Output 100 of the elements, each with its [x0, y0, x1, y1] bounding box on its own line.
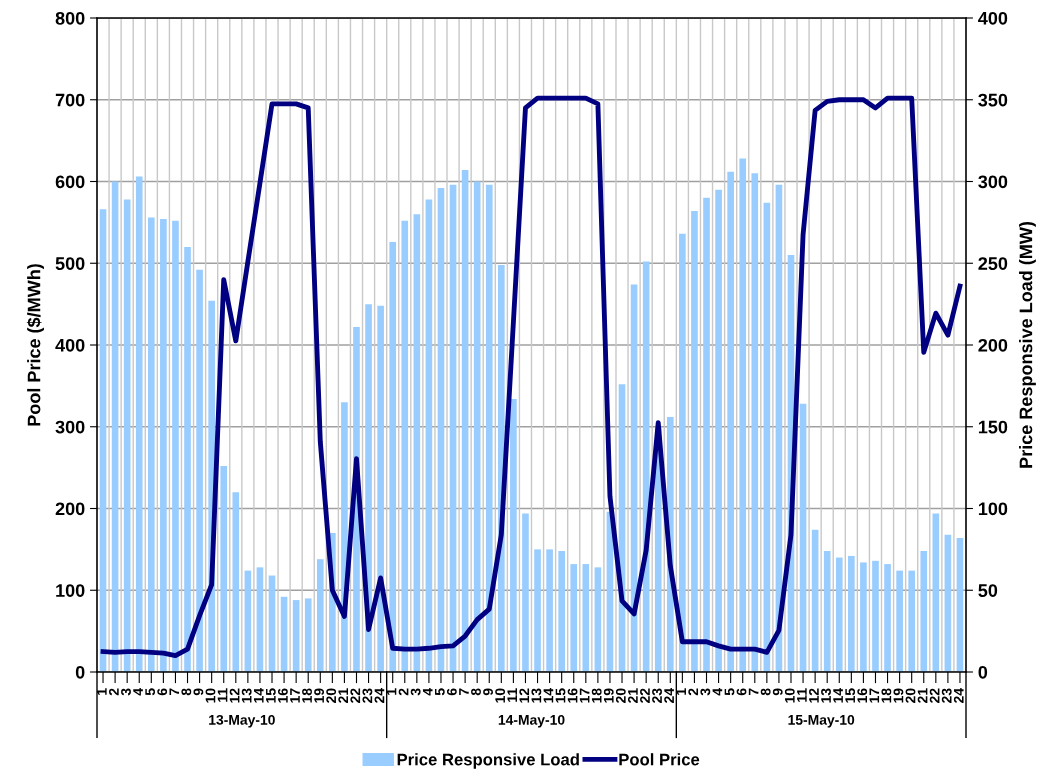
- bar: [522, 513, 529, 672]
- bar: [558, 551, 565, 672]
- x-tick-label: 22: [929, 688, 940, 703]
- bar: [570, 564, 578, 672]
- x-tick-label: 10: [784, 688, 795, 703]
- y2-tick-label: 400: [978, 11, 1008, 25]
- bar: [377, 305, 384, 672]
- y-tick-label: 700: [55, 93, 85, 107]
- line-series: [100, 95, 963, 659]
- x-tick-label: 24: [953, 688, 964, 703]
- x-tick-label: 2: [109, 688, 119, 696]
- x-tick-label: 11: [797, 688, 807, 702]
- bar: [884, 564, 891, 672]
- x-tick-label: 24: [664, 688, 674, 703]
- x-tick-label: 4: [133, 688, 143, 696]
- bar: [860, 562, 867, 672]
- x-tick-label: 5: [435, 688, 445, 696]
- bar: [389, 242, 397, 672]
- bar: [896, 570, 903, 672]
- bar: [184, 246, 191, 672]
- bar: [304, 598, 312, 672]
- bar: [582, 564, 590, 672]
- legend-label: Pool Price: [619, 753, 700, 766]
- x-tick-label: 20: [905, 688, 916, 703]
- x-tick-label: 6: [736, 688, 747, 696]
- x-tick-label: 16: [857, 688, 868, 703]
- x-tick-label: 18: [591, 688, 602, 703]
- bar: [835, 557, 843, 672]
- text: 15-May-10: [788, 714, 855, 728]
- bar: [872, 560, 879, 672]
- x-tick-label: 7: [169, 688, 180, 696]
- x-tick-label: 16: [567, 688, 578, 703]
- x-tick-label: 21: [338, 688, 349, 703]
- y-tick-label: 500: [55, 257, 85, 270]
- y2-tick-label: 250: [978, 257, 1008, 270]
- bar: [679, 233, 686, 672]
- bar: [546, 549, 553, 672]
- x-tick-label: 6: [446, 688, 457, 696]
- y-tick-label: 100: [56, 584, 85, 597]
- bar: [232, 492, 240, 672]
- y2-tick-label: 200: [978, 338, 1008, 352]
- x-tick-label: 11: [217, 688, 228, 702]
- y2-tick-label: 0: [978, 665, 988, 679]
- x-tick-label: 18: [302, 688, 312, 703]
- bar: [160, 219, 167, 672]
- y2-tick-label: 150: [978, 420, 1008, 434]
- bar: [715, 189, 722, 672]
- x-tick-label: 19: [893, 688, 904, 703]
- text: 13-May-10: [209, 714, 275, 728]
- bar: [220, 465, 228, 672]
- x-tick-label: 13: [531, 688, 542, 703]
- bar: [811, 529, 819, 672]
- bar: [908, 570, 916, 672]
- text: 14-May-10: [498, 714, 565, 728]
- x-tick-label: 12: [809, 688, 819, 703]
- y-tick-label: 0: [75, 665, 85, 679]
- bar: [135, 176, 143, 672]
- y2-tick-label: 50: [978, 584, 998, 597]
- x-tick-label: 10: [495, 688, 506, 703]
- x-tick-label: 7: [748, 688, 759, 696]
- x-tick-label: 1: [97, 688, 107, 695]
- bar: [473, 181, 481, 672]
- bar: [703, 197, 710, 672]
- x-tick-label: 17: [869, 688, 880, 703]
- y2-tick-label: 300: [978, 175, 1008, 189]
- bar: [147, 217, 155, 672]
- bar: [172, 220, 179, 672]
- x-tick-label: 19: [314, 688, 325, 703]
- x-tick-label: 3: [410, 688, 421, 696]
- x-tick-label: 17: [579, 688, 590, 703]
- x-tick-label: 20: [326, 688, 337, 703]
- bar: [485, 184, 493, 672]
- bar: [920, 551, 928, 672]
- y-tick-label: 300: [55, 420, 85, 434]
- y2-tick-label: 100: [978, 502, 1008, 516]
- x-tick-label: 9: [772, 688, 783, 696]
- bar: [401, 220, 409, 672]
- x-tick-label: 14: [253, 688, 264, 703]
- bar: [691, 210, 698, 672]
- bar: [739, 158, 747, 672]
- x-tick-label: 24: [374, 688, 385, 703]
- bar: [956, 537, 964, 672]
- x-tick-label: 22: [350, 688, 361, 703]
- x-tick-label: 21: [627, 688, 638, 703]
- x-tick-label: 15: [555, 688, 566, 703]
- x-tick-label: 3: [121, 688, 131, 696]
- x-tick-label: 14: [833, 688, 843, 703]
- x-tick-label: 13: [241, 688, 252, 703]
- y2-tick-label: 350: [978, 93, 1008, 107]
- x-tick-label: 23: [652, 688, 662, 703]
- x-tick-label: 9: [193, 688, 204, 696]
- bar: [848, 555, 855, 672]
- x-tick-label: 23: [362, 688, 373, 703]
- x-tick-label: 2: [398, 688, 409, 696]
- x-tick-label: 15: [845, 688, 856, 703]
- x-tick-label: 5: [724, 688, 735, 696]
- x-tick-label: 12: [519, 688, 530, 703]
- bar: [196, 269, 203, 672]
- x-tick-label: 8: [181, 688, 192, 696]
- y2-axis-title: Price Responsive Load (MW): [1019, 221, 1036, 468]
